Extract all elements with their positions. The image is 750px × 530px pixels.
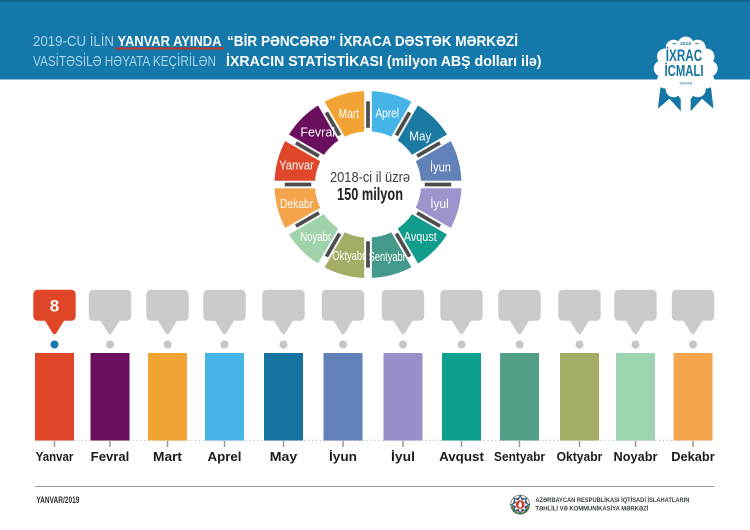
svg-text:May: May bbox=[409, 129, 432, 143]
svg-text:Sentyabr: Sentyabr bbox=[369, 250, 406, 264]
svg-text:İyun: İyun bbox=[430, 161, 451, 175]
svg-text:Mart: Mart bbox=[339, 107, 360, 121]
svg-text:YANVAR: YANVAR bbox=[679, 80, 692, 85]
svg-text:İXRAC: İXRAC bbox=[666, 46, 702, 65]
svg-text:İyul: İyul bbox=[391, 449, 415, 464]
svg-text:Avqust: Avqust bbox=[404, 230, 437, 244]
svg-text:AZƏRBAYCAN RESPUBLİKASI İQTİSA: AZƏRBAYCAN RESPUBLİKASI İQTİSADİ İSLAHAT… bbox=[535, 495, 689, 504]
svg-text:2019: 2019 bbox=[680, 41, 692, 46]
svg-text:Aprel: Aprel bbox=[208, 449, 242, 464]
svg-text:YANVAR/2019: YANVAR/2019 bbox=[36, 495, 79, 505]
svg-text:YANVAR AYINDA: YANVAR AYINDA bbox=[118, 33, 222, 50]
svg-text:May: May bbox=[270, 449, 298, 464]
svg-text:Yanvar: Yanvar bbox=[279, 159, 314, 173]
svg-text:İXRACIN STATİSTİKASI (milyon A: İXRACIN STATİSTİKASI (milyon ABŞ dolları… bbox=[226, 53, 542, 70]
svg-text:Avqust: Avqust bbox=[439, 449, 484, 464]
svg-text:Noyabr: Noyabr bbox=[614, 449, 658, 464]
svg-text:150 milyon: 150 milyon bbox=[337, 184, 403, 204]
svg-text:Dekabr: Dekabr bbox=[280, 197, 313, 211]
svg-text:Noyabr: Noyabr bbox=[300, 230, 331, 244]
svg-text:2019-CU İLİN: 2019-CU İLİN bbox=[33, 32, 114, 50]
svg-text:Mart: Mart bbox=[153, 449, 183, 464]
svg-text:Fevral: Fevral bbox=[91, 449, 130, 464]
svg-text:Fevral: Fevral bbox=[300, 125, 335, 139]
svg-text:Sentyabr: Sentyabr bbox=[494, 449, 545, 464]
svg-text:8: 8 bbox=[50, 297, 59, 316]
svg-text:Yanvar: Yanvar bbox=[36, 449, 74, 464]
svg-text:İCMALI: İCMALI bbox=[665, 63, 704, 80]
svg-text:Oktyabr: Oktyabr bbox=[332, 249, 365, 263]
svg-text:İyul: İyul bbox=[430, 197, 449, 211]
svg-text:İyun: İyun bbox=[329, 449, 357, 464]
svg-text:VASİTƏSİLƏ HƏYATA KEÇİRİLƏN: VASİTƏSİLƏ HƏYATA KEÇİRİLƏN bbox=[33, 52, 216, 70]
svg-text:Aprel: Aprel bbox=[375, 107, 399, 121]
svg-text:“BİR PƏNCƏRƏ” İXRACA DƏSTƏK MƏ: “BİR PƏNCƏRƏ” İXRACA DƏSTƏK MƏRKƏZİ bbox=[227, 33, 518, 50]
svg-text:Oktyabr: Oktyabr bbox=[557, 449, 603, 464]
svg-text:2018-ci il üzrə: 2018-ci il üzrə bbox=[330, 169, 410, 186]
svg-text:Dekabr: Dekabr bbox=[671, 449, 715, 464]
svg-text:TƏHLİLİ VƏ KOMMUNİKASİYA MƏRKƏ: TƏHLİLİ VƏ KOMMUNİKASİYA MƏRKƏZİ bbox=[535, 504, 648, 513]
